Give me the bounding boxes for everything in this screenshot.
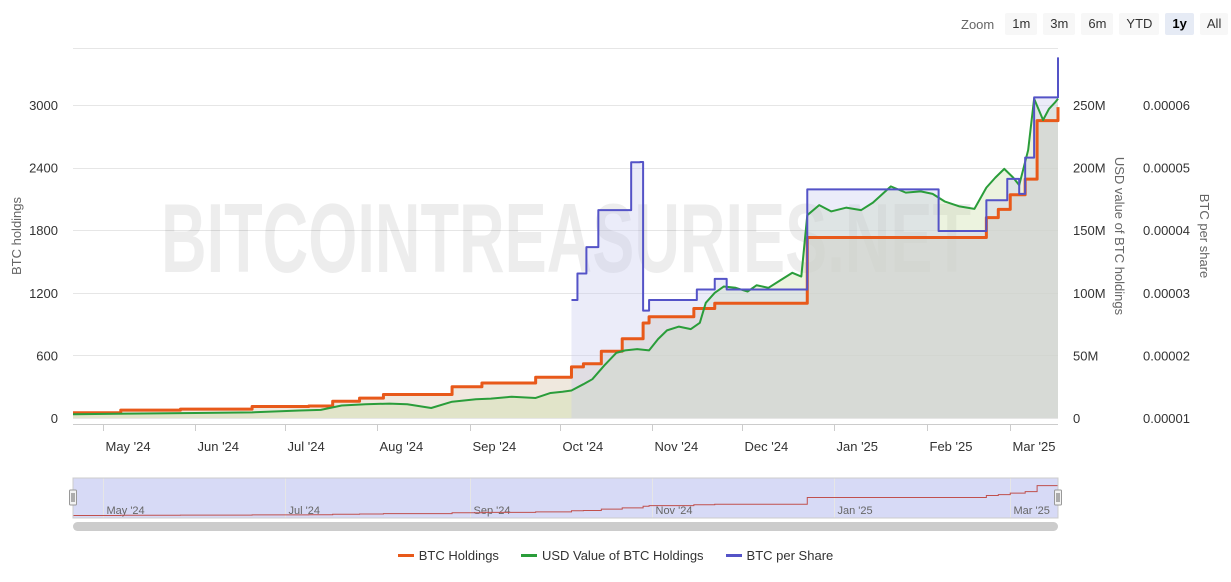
- y-tick-label: 100M: [1073, 286, 1106, 301]
- zoom-all-button[interactable]: All: [1199, 13, 1229, 35]
- y-axis-title-usd-value: USD value of BTC holdings: [1112, 157, 1127, 316]
- zoom-3m-button[interactable]: 3m: [1043, 13, 1076, 35]
- x-tick-label: Mar '25: [1013, 439, 1056, 454]
- navigator-right-handle[interactable]: [1054, 489, 1062, 506]
- zoom-toolbar: Zoom 1m 3m 6m YTD 1y All: [955, 13, 1229, 35]
- legend-item-usd-value[interactable]: USD Value of BTC Holdings: [520, 548, 704, 563]
- x-tick-label: Nov '24: [655, 439, 699, 454]
- x-tick-label: Jun '24: [198, 439, 240, 454]
- axes: 0 600 1200 1800 2400 3000 0 50M 100M 150M 200M 250M…: [29, 98, 1190, 454]
- x-tick-label: May '24: [106, 439, 151, 454]
- series-lines: [72, 57, 1060, 416]
- x-tick-label: Jan '25: [837, 439, 879, 454]
- x-tick-label: Dec '24: [745, 439, 789, 454]
- zoom-label: Zoom: [961, 16, 995, 32]
- legend-label-btc-holdings: BTC Holdings: [418, 548, 499, 563]
- y-tick-label: 2400: [29, 161, 58, 176]
- y-tick-label: 0.00006: [1143, 98, 1190, 113]
- y-tick-label: 200M: [1073, 161, 1106, 176]
- navigator[interactable]: May '24 Jul '24 Sep '24 Nov '24 Jan '25 Mar '…: [69, 477, 1062, 531]
- series-area-usd-value: [73, 98, 1058, 419]
- navigator-series-line: [73, 484, 1059, 516]
- series-line-btc-holdings: [73, 107, 1060, 415]
- y-tick-label: 250M: [1073, 98, 1106, 113]
- navigator-tick-label: Sep '24: [474, 505, 511, 517]
- y-tick-label: 600: [36, 348, 58, 363]
- legend-label-btc-per-share: BTC per Share: [746, 548, 834, 563]
- y-tick-label: 3000: [29, 98, 58, 113]
- legend-item-btc-per-share[interactable]: BTC per Share: [725, 548, 834, 563]
- navigator-tick-label: Nov '24: [656, 505, 693, 517]
- zoom-6m-button[interactable]: 6m: [1081, 13, 1114, 35]
- y-tick-label: 0: [1073, 411, 1080, 426]
- y-tick-label: 150M: [1073, 223, 1106, 238]
- legend-label-usd-value: USD Value of BTC Holdings: [541, 548, 704, 563]
- zoom-1y-button[interactable]: 1y: [1165, 13, 1194, 35]
- series-line-usd-value: [72, 97, 1059, 416]
- y-tick-label: 0.00003: [1143, 286, 1190, 301]
- btc-chart: BITCOINTREASURIES.NET 060012001800240030…: [9, 48, 1212, 531]
- zoom-1m-button[interactable]: 1m: [1005, 13, 1038, 35]
- navigator-left-handle[interactable]: [69, 489, 77, 506]
- x-tick-label: Sep '24: [473, 439, 517, 454]
- y-tick-label: 0: [51, 411, 58, 426]
- y-axis-title-btc-per-share: BTC per share: [1197, 194, 1212, 279]
- y-tick-label: 0.00004: [1143, 223, 1190, 238]
- navigator-tick-label: Jan '25: [838, 505, 873, 517]
- x-tick-label: Oct '24: [563, 439, 604, 454]
- x-tick-label: Feb '25: [930, 439, 973, 454]
- x-tick-label: Aug '24: [380, 439, 424, 454]
- navigator-tick-label: May '24: [107, 505, 145, 517]
- navigator-tick-label: Jul '24: [289, 505, 320, 517]
- navigator-tick-label: Mar '25: [1014, 505, 1050, 517]
- series-line-btc-per-share: [571, 57, 1059, 312]
- legend-item-btc-holdings[interactable]: BTC Holdings: [397, 548, 499, 563]
- y-tick-label: 1200: [29, 286, 58, 301]
- zoom-ytd-button[interactable]: YTD: [1119, 13, 1160, 35]
- y-tick-label: 0.00002: [1143, 348, 1190, 363]
- y-tick-label: 0.00005: [1143, 161, 1190, 176]
- series-area-btc-holdings: [73, 107, 1058, 418]
- y-axis-title-btc-holdings: BTC holdings: [9, 196, 24, 275]
- y-tick-label: 1800: [29, 223, 58, 238]
- legend-swatch-usd-value: [520, 554, 537, 557]
- legend-swatch-btc-holdings: [397, 554, 414, 557]
- legend: BTC Holdings USD Value of BTC Holdings B…: [0, 548, 1231, 563]
- x-tick-label: Jul '24: [288, 439, 325, 454]
- scrollbar-thumb[interactable]: [73, 522, 1058, 531]
- y-tick-label: 50M: [1073, 348, 1098, 363]
- navigator-series: May '24 Jul '24 Sep '24 Nov '24 Jan '25 Mar '…: [73, 478, 1059, 518]
- legend-swatch-btc-per-share: [725, 554, 742, 557]
- y-tick-label: 0.00001: [1143, 411, 1190, 426]
